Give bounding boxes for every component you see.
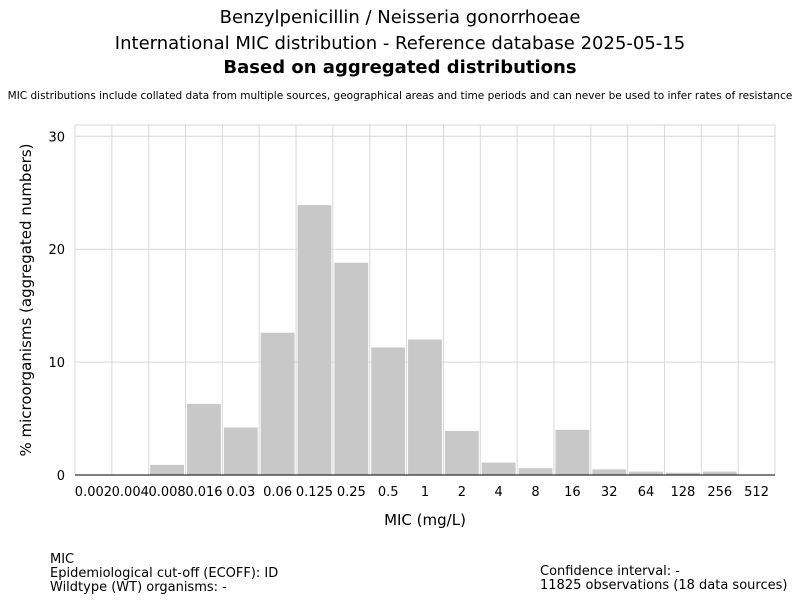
- chart-title-line1: Benzylpenicillin / Neisseria gonorrhoeae: [219, 7, 581, 28]
- x-tick-label: 0.125: [296, 485, 333, 500]
- bar: [408, 339, 442, 475]
- x-tick-label: 0.004: [112, 485, 149, 500]
- footer-confidence-interval: Confidence interval: -: [540, 564, 680, 579]
- y-tick-label: 30: [48, 130, 65, 145]
- x-tick-label: 0.06: [263, 485, 292, 500]
- bar: [518, 468, 553, 475]
- chart-subtitle: MIC distributions include collated data …: [7, 90, 793, 102]
- bar: [187, 403, 221, 475]
- x-tick-label: 0.25: [337, 485, 366, 500]
- x-tick-label: 16: [564, 485, 581, 500]
- x-tick-label: 64: [638, 485, 655, 500]
- x-axis-label: MIC (mg/L): [384, 511, 466, 529]
- chart-title-line2: International MIC distribution - Referen…: [114, 33, 686, 54]
- chart-title-line3: Based on aggregated distributions: [223, 57, 577, 78]
- bar: [629, 471, 663, 475]
- x-tick-label: 32: [601, 485, 618, 500]
- footer-wildtype: Wildtype (WT) organisms: -: [50, 580, 227, 595]
- x-tick-label: 0.03: [226, 485, 255, 500]
- x-tick-label: 0.008: [148, 485, 185, 500]
- footer-observations: 11825 observations (18 data sources): [540, 578, 788, 593]
- bar: [665, 472, 700, 475]
- footer-mic-label: MIC: [50, 552, 75, 567]
- bar: [297, 205, 332, 475]
- bar: [223, 427, 258, 475]
- bar: [481, 462, 516, 475]
- x-tick-label: 1: [421, 485, 429, 500]
- y-tick-label: 10: [48, 356, 65, 371]
- x-tick-label: 8: [531, 485, 539, 500]
- bar: [555, 429, 590, 475]
- x-tick-label: 512: [744, 485, 769, 500]
- x-tick-label: 256: [707, 485, 732, 500]
- x-tick-label: 128: [670, 485, 695, 500]
- x-tick-label: 0.016: [185, 485, 222, 500]
- x-tick-label: 2: [458, 485, 466, 500]
- x-tick-label: 4: [495, 485, 503, 500]
- y-axis-label: % microorganisms (aggregated numbers): [17, 143, 35, 456]
- x-tick-label: 0.002: [75, 485, 112, 500]
- bar: [260, 332, 295, 475]
- x-tick-label: 0.5: [378, 485, 399, 500]
- bar: [150, 464, 185, 475]
- bar: [592, 469, 627, 475]
- y-tick-label: 20: [48, 243, 65, 258]
- y-tick-label: 0: [57, 469, 65, 484]
- bar: [334, 262, 369, 475]
- bar: [444, 430, 479, 475]
- bar: [702, 471, 737, 475]
- footer-right: Confidence interval: - 11825 observation…: [540, 565, 787, 593]
- footer-ecoff: Epidemiological cut-off (ECOFF): ID: [50, 566, 279, 581]
- footer-left: MIC Epidemiological cut-off (ECOFF): ID …: [50, 553, 278, 595]
- bar: [371, 347, 406, 475]
